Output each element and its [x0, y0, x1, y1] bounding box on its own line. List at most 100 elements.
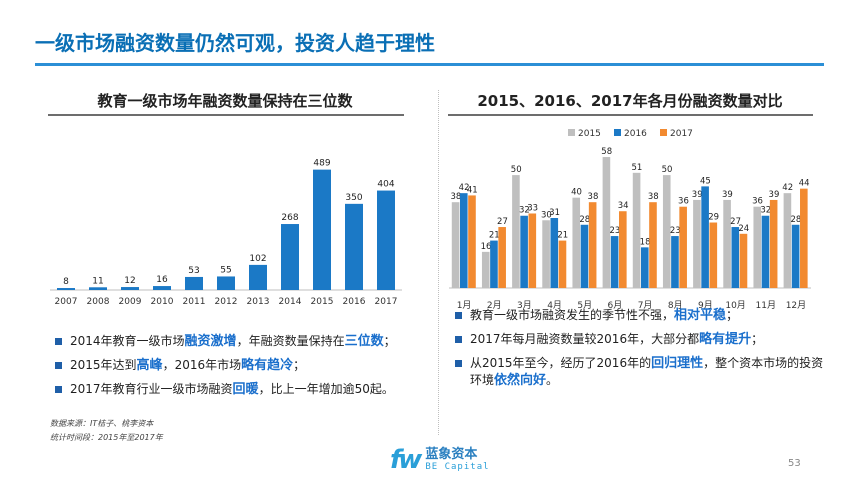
left-bullet-3: 2017年教育行业一级市场融资回暖，比上一年增加逾50起。: [55, 381, 425, 398]
plain-text: 2014年教育一级市场: [70, 334, 185, 348]
data-label-2017: 24: [738, 224, 749, 234]
annual-value-label: 53: [188, 266, 199, 276]
annual-tick-label: 2008: [87, 297, 110, 307]
data-label-2015: 51: [631, 163, 642, 173]
annual-tick-label: 2007: [55, 297, 78, 307]
left-bullet-1: 2014年教育一级市场融资激增，年融资数量保持在三位数；: [55, 333, 425, 350]
highlight-text: 三位数: [344, 334, 384, 349]
data-label-2017: 38: [648, 192, 659, 202]
highlight-text: 相对平稳: [674, 308, 727, 323]
annual-tick-label: 2014: [279, 297, 302, 307]
logo-name-cn: 蓝象资本: [425, 447, 478, 462]
bar-2016-9月: [701, 186, 709, 288]
plain-text: 教育一级市场融资发生的季节性不强，: [470, 308, 675, 322]
bullet-text: 2015年达到高峰，2016年市场略有趋冷；: [70, 357, 305, 374]
bar-2015-11月: [753, 206, 762, 288]
bar-2017-4月: [558, 240, 567, 288]
data-label-2015: 50: [662, 165, 673, 175]
annual-tick-label: 2011: [183, 297, 206, 307]
data-label-2016: 31: [549, 208, 560, 218]
data-label-2016: 28: [791, 215, 802, 225]
data-label-2017: 29: [708, 213, 719, 223]
annual-tick-label: 2013: [247, 297, 270, 307]
bar-2016-2月: [490, 240, 498, 288]
bar-2015-2月: [481, 251, 490, 288]
highlight-text: 回暖: [232, 382, 259, 397]
plain-text: ；: [293, 358, 306, 372]
bar-2015-6月: [602, 157, 611, 288]
bullet-marker: [455, 312, 462, 319]
plain-text: ，年融资数量保持在: [236, 334, 345, 348]
bar-2017-5月: [588, 202, 597, 288]
legend-label-2017: 2017: [670, 129, 693, 139]
highlight-text: 融资激增: [184, 334, 237, 349]
left-chart-heading: 教育一级市场年融资数量保持在三位数: [97, 92, 353, 110]
month-tick-label: 2月: [487, 300, 502, 311]
plain-text: ；: [751, 332, 764, 346]
annual-value-label: 16: [156, 275, 168, 285]
annual-bar-2014: [281, 224, 299, 290]
bar-2015-5月: [572, 197, 581, 288]
annual-financing-chart: 8 2007 11 2008 12 2009 16 2010 53 2011 55 2012 102 20…: [50, 159, 402, 307]
annual-tick-label: 2010: [151, 297, 174, 307]
bar-2016-5月: [580, 224, 589, 288]
annual-tick-label: 2009: [119, 297, 142, 307]
data-label-2015: 40: [571, 188, 582, 198]
annual-bar-2013: [249, 264, 267, 290]
annual-bar-2007: [57, 288, 75, 290]
annual-value-label: 489: [313, 159, 330, 169]
bar-2017-12月: [800, 188, 808, 288]
legend-swatch-2016: [614, 129, 621, 136]
month-tick-label: 10月: [725, 300, 745, 311]
data-label-2017: 21: [557, 231, 568, 241]
plain-text: 从2015年至今，经历了2016年的: [470, 356, 652, 370]
title-underline: [35, 63, 824, 66]
annual-bar-2015: [313, 169, 331, 290]
bar-2015-10月: [723, 199, 731, 288]
month-tick-label: 3月: [517, 300, 532, 311]
bullet-marker: [55, 386, 62, 393]
left-heading-rule: [48, 114, 404, 116]
month-tick-label: 7月: [638, 300, 653, 311]
data-label-2016: 45: [700, 176, 711, 186]
highlight-text: 回归理性: [651, 356, 704, 371]
data-label-2016: 18: [640, 237, 651, 247]
month-tick-label: 6月: [608, 300, 623, 311]
data-label-2017: 36: [678, 197, 689, 207]
plain-text: 2017年每月融资数量较2016年，大部分都: [470, 332, 700, 346]
annual-value-label: 11: [92, 276, 103, 286]
month-tick-label: 1月: [457, 300, 472, 311]
annual-value-label: 102: [249, 254, 266, 264]
highlight-text: 高峰: [136, 358, 163, 373]
left-bullet-list: 2014年教育一级市场融资激增，年融资数量保持在三位数； 2015年达到高峰，20…: [55, 333, 425, 405]
data-label-2015: 36: [752, 197, 763, 207]
period-note: 统计时间段：2015年至2017年: [50, 433, 163, 442]
annual-bar-2008: [89, 287, 107, 290]
data-label-2016: 42: [459, 183, 470, 193]
right-bullet-2: 2017年每月融资数量较2016年，大部分都略有提升；: [455, 331, 825, 348]
bar-2017-6月: [619, 211, 627, 288]
data-label-2016: 28: [579, 215, 590, 225]
annual-tick-label: 2012: [215, 297, 238, 307]
bar-2016-4月: [550, 218, 559, 288]
annual-value-label: 12: [124, 276, 135, 286]
bullet-marker: [455, 336, 462, 343]
annual-bar-2016: [345, 203, 363, 290]
month-tick-label: 12月: [786, 300, 806, 311]
page-number: 53: [788, 458, 801, 469]
left-bullet-2: 2015年达到高峰，2016年市场略有趋冷；: [55, 357, 425, 374]
highlight-text: 略有趋冷: [241, 358, 294, 373]
bullet-marker: [455, 360, 462, 367]
plain-text: ，比上一年增加逾50起。: [258, 382, 394, 396]
plain-text: 2017年教育行业一级市场融资: [70, 382, 233, 396]
annual-tick-label: 2016: [343, 297, 366, 307]
source-note: 数据来源：IT桔子、桃李资本: [50, 419, 154, 428]
data-label-2017: 33: [527, 203, 538, 213]
bullet-marker: [55, 338, 62, 345]
bullet-text: 2014年教育一级市场融资激增，年融资数量保持在三位数；: [70, 333, 396, 350]
data-label-2015: 39: [722, 190, 733, 200]
annual-tick-label: 2015: [311, 297, 334, 307]
right-heading-rule: [448, 114, 813, 116]
data-label-2017: 38: [588, 192, 599, 202]
data-label-2015: 16: [481, 242, 492, 252]
